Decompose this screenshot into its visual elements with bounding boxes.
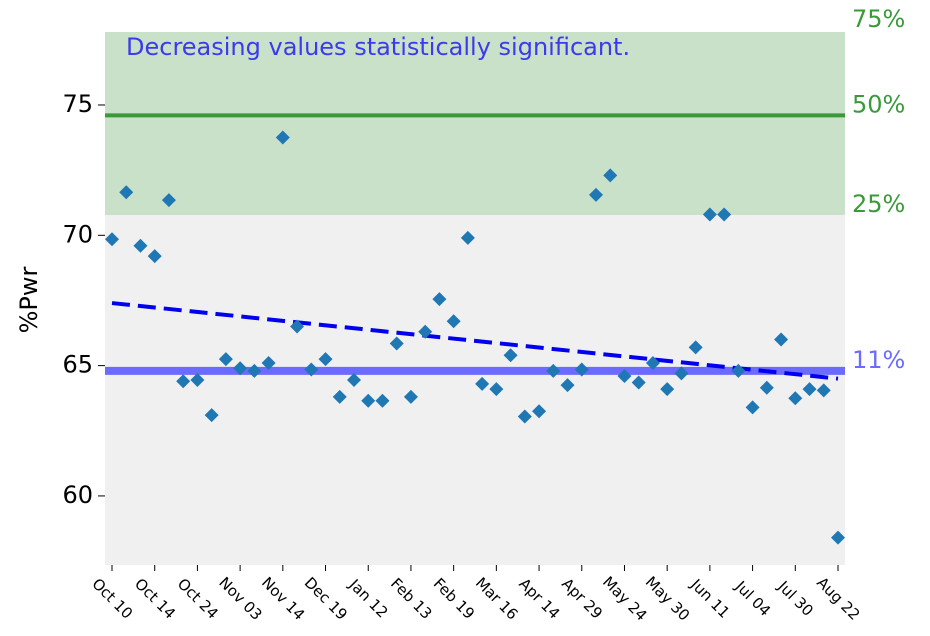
- data-point: [503, 348, 518, 363]
- data-point: [816, 383, 831, 398]
- data-point: [275, 130, 290, 145]
- data-point: [318, 352, 333, 367]
- y-tick-label: 70: [62, 220, 93, 248]
- x-tick-label: May 24: [599, 573, 651, 625]
- data-point: [418, 324, 433, 339]
- x-tick-label: Jun 11: [686, 575, 733, 622]
- data-point: [645, 356, 660, 371]
- data-point: [674, 366, 689, 381]
- data-point: [631, 375, 646, 390]
- data-point: [731, 363, 746, 378]
- data-point: [361, 393, 376, 408]
- data-point: [660, 382, 675, 397]
- y-axis-label: %Pwr: [15, 266, 43, 333]
- x-tick-label: Apr 14: [515, 575, 563, 623]
- x-tick-label: Dec 19: [301, 574, 351, 624]
- data-point: [546, 363, 561, 378]
- x-tick-label: Nov 03: [215, 573, 265, 623]
- x-tick-label: Oct 24: [174, 575, 222, 623]
- x-tick-label: Feb 13: [387, 574, 435, 622]
- annotation: Decreasing values statistically signific…: [126, 33, 630, 61]
- data-point: [517, 409, 532, 424]
- data-point: [119, 185, 134, 200]
- percentile-label: 25%: [852, 190, 905, 218]
- x-tick-label: Apr 29: [558, 575, 606, 623]
- x-tick-label: Jul 30: [774, 577, 817, 620]
- y-tick-label: 75: [62, 90, 93, 118]
- x-tick-label: Mar 16: [472, 574, 522, 624]
- data-point: [375, 393, 390, 408]
- data-point: [617, 369, 632, 384]
- data-point: [347, 372, 361, 387]
- data-point: [788, 391, 803, 406]
- data-point: [332, 389, 347, 404]
- data-point: [261, 356, 276, 371]
- x-tick-label: Oct 10: [88, 575, 136, 623]
- data-point: [688, 340, 703, 355]
- data-point: [204, 408, 219, 423]
- data-point: [603, 168, 618, 183]
- x-tick-label: Feb 19: [430, 574, 478, 622]
- data-point: [304, 362, 319, 377]
- data-point: [403, 389, 418, 404]
- data-point: [759, 380, 774, 395]
- data-point: [176, 374, 191, 389]
- data-point: [190, 372, 205, 387]
- x-tick-label: May 30: [642, 573, 694, 625]
- percentile-label: 11%: [852, 346, 905, 374]
- data-point: [774, 332, 789, 347]
- data-point: [475, 376, 490, 391]
- data-point: [589, 187, 603, 202]
- x-tick-label: Jan 12: [345, 575, 392, 622]
- data-point: [532, 404, 547, 419]
- data-point: [489, 382, 504, 397]
- data-point: [161, 193, 176, 208]
- data-point: [460, 230, 475, 245]
- data-point: [389, 336, 404, 351]
- data-point: [560, 378, 575, 393]
- x-tick-label: Jul 04: [731, 577, 774, 620]
- x-tick-label: Aug 22: [813, 573, 863, 623]
- y-tick-label: 60: [62, 481, 93, 509]
- percentile-label: 75%: [852, 5, 905, 33]
- percentile-label: 50%: [852, 90, 905, 118]
- y-tick-label: 65: [62, 351, 93, 379]
- data-point: [290, 319, 305, 334]
- data-point: [574, 362, 589, 377]
- data-point: [218, 352, 233, 367]
- data-point: [702, 207, 717, 222]
- trend-line: [111, 301, 839, 381]
- data-point: [247, 363, 262, 378]
- data-point: [432, 292, 447, 307]
- data-point: [133, 238, 148, 253]
- x-tick-label: Nov 14: [258, 573, 308, 623]
- data-point: [233, 361, 248, 376]
- data-point: [802, 382, 817, 397]
- data-point: [147, 249, 162, 264]
- data-point: [745, 400, 760, 415]
- x-tick-label: Oct 14: [131, 575, 179, 623]
- data-point: [831, 530, 845, 545]
- data-point: [717, 207, 732, 222]
- percentile-band: [105, 32, 845, 215]
- data-point: [446, 314, 461, 329]
- data-point: [105, 232, 119, 247]
